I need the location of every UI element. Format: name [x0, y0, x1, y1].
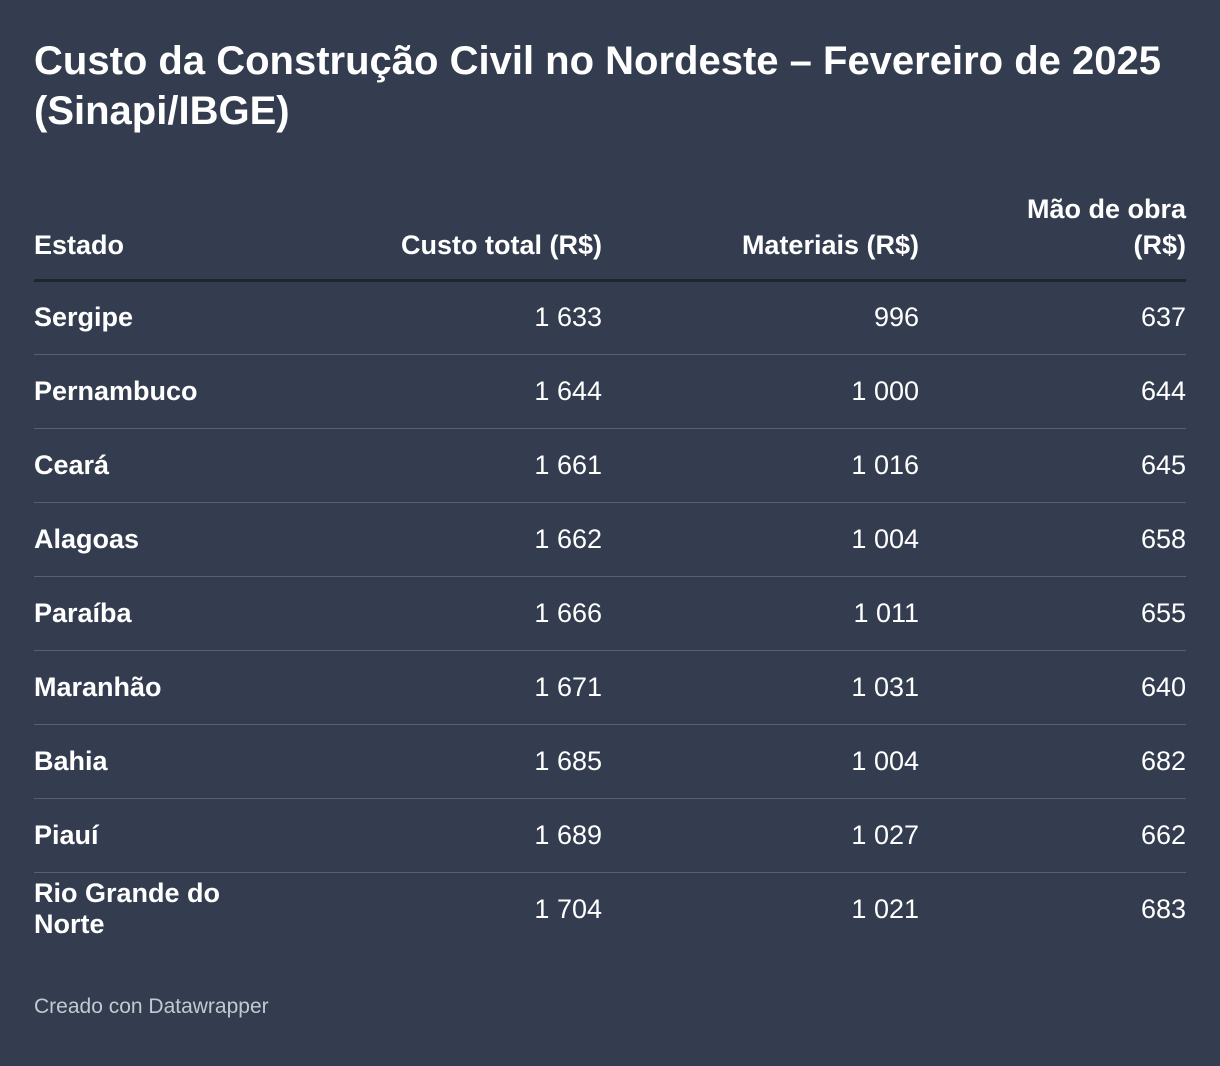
table-header-row: Estado Custo total (R$) Materiais (R$) M… [34, 186, 1186, 282]
labor-cost-cell: 683 [1140, 893, 1186, 924]
state-cell: Piauí [34, 798, 288, 873]
column-header-materiais[interactable]: Materiais (R$) [602, 186, 919, 282]
total-cost-cell: 1 704 [534, 893, 602, 924]
materials-cost-cell: 1 004 [602, 724, 919, 799]
state-cell: Ceará [34, 428, 288, 503]
table-row: Ceará 1 661 1 016 645 [34, 428, 1186, 503]
materials-cost-cell: 1 011 [602, 576, 919, 651]
labor-cost-cell: 662 [919, 798, 1186, 873]
labor-cost-cell: 637 [919, 280, 1186, 355]
labor-cost-cell: 655 [919, 576, 1186, 651]
materials-cost-cell: 1 031 [602, 650, 919, 725]
materials-cost-cell: 1 000 [602, 354, 919, 429]
state-cell: Maranhão [34, 650, 288, 725]
total-cost-cell: 1 671 [288, 650, 602, 725]
table-row: Rio Grande do Norte 1 704 1 021 683 [34, 872, 1186, 946]
table-row: Piauí 1 689 1 027 662 [34, 798, 1186, 873]
materials-cost-cell: 1 027 [602, 798, 919, 873]
credit-text: Creado con Datawrapper [34, 995, 269, 1018]
table-body: Sergipe 1 633 996 637 Pernambuco 1 644 1 000 64… [34, 280, 1186, 946]
total-cost-cell: 1 662 [288, 502, 602, 577]
materials-cost-cell: 1 004 [602, 502, 919, 577]
materials-cost-cell: 1 016 [602, 428, 919, 503]
state-cell: Rio Grande do Norte [34, 878, 221, 940]
column-header-mao-de-obra[interactable]: Mão de obra (R$) [919, 186, 1186, 282]
data-table: Estado Custo total (R$) Materiais (R$) M… [34, 186, 1186, 946]
table-row: Alagoas 1 662 1 004 658 [34, 502, 1186, 577]
chart-title: Custo da Construção Civil no Nordeste – … [34, 39, 1161, 133]
state-cell: Alagoas [34, 502, 288, 577]
table-row: Pernambuco 1 644 1 000 644 [34, 354, 1186, 429]
labor-cost-cell: 644 [919, 354, 1186, 429]
state-cell: Paraíba [34, 576, 288, 651]
table-row: Maranhão 1 671 1 031 640 [34, 650, 1186, 725]
labor-cost-cell: 645 [919, 428, 1186, 503]
materials-cost-cell: 996 [602, 280, 919, 355]
table-row: Sergipe 1 633 996 637 [34, 280, 1186, 355]
total-cost-cell: 1 666 [288, 576, 602, 651]
labor-cost-cell: 682 [919, 724, 1186, 799]
column-header-custo-total[interactable]: Custo total (R$) [288, 186, 602, 282]
materials-cost-cell: 1 021 [851, 893, 919, 924]
state-cell: Bahia [34, 724, 288, 799]
total-cost-cell: 1 661 [288, 428, 602, 503]
total-cost-cell: 1 644 [288, 354, 602, 429]
state-cell: Sergipe [34, 280, 288, 355]
column-header-estado[interactable]: Estado [34, 186, 288, 282]
total-cost-cell: 1 685 [288, 724, 602, 799]
table-row: Paraíba 1 666 1 011 655 [34, 576, 1186, 651]
table-row: Bahia 1 685 1 004 682 [34, 724, 1186, 799]
state-cell: Pernambuco [34, 354, 288, 429]
total-cost-cell: 1 689 [288, 798, 602, 873]
labor-cost-cell: 640 [919, 650, 1186, 725]
total-cost-cell: 1 633 [288, 280, 602, 355]
labor-cost-cell: 658 [919, 502, 1186, 577]
